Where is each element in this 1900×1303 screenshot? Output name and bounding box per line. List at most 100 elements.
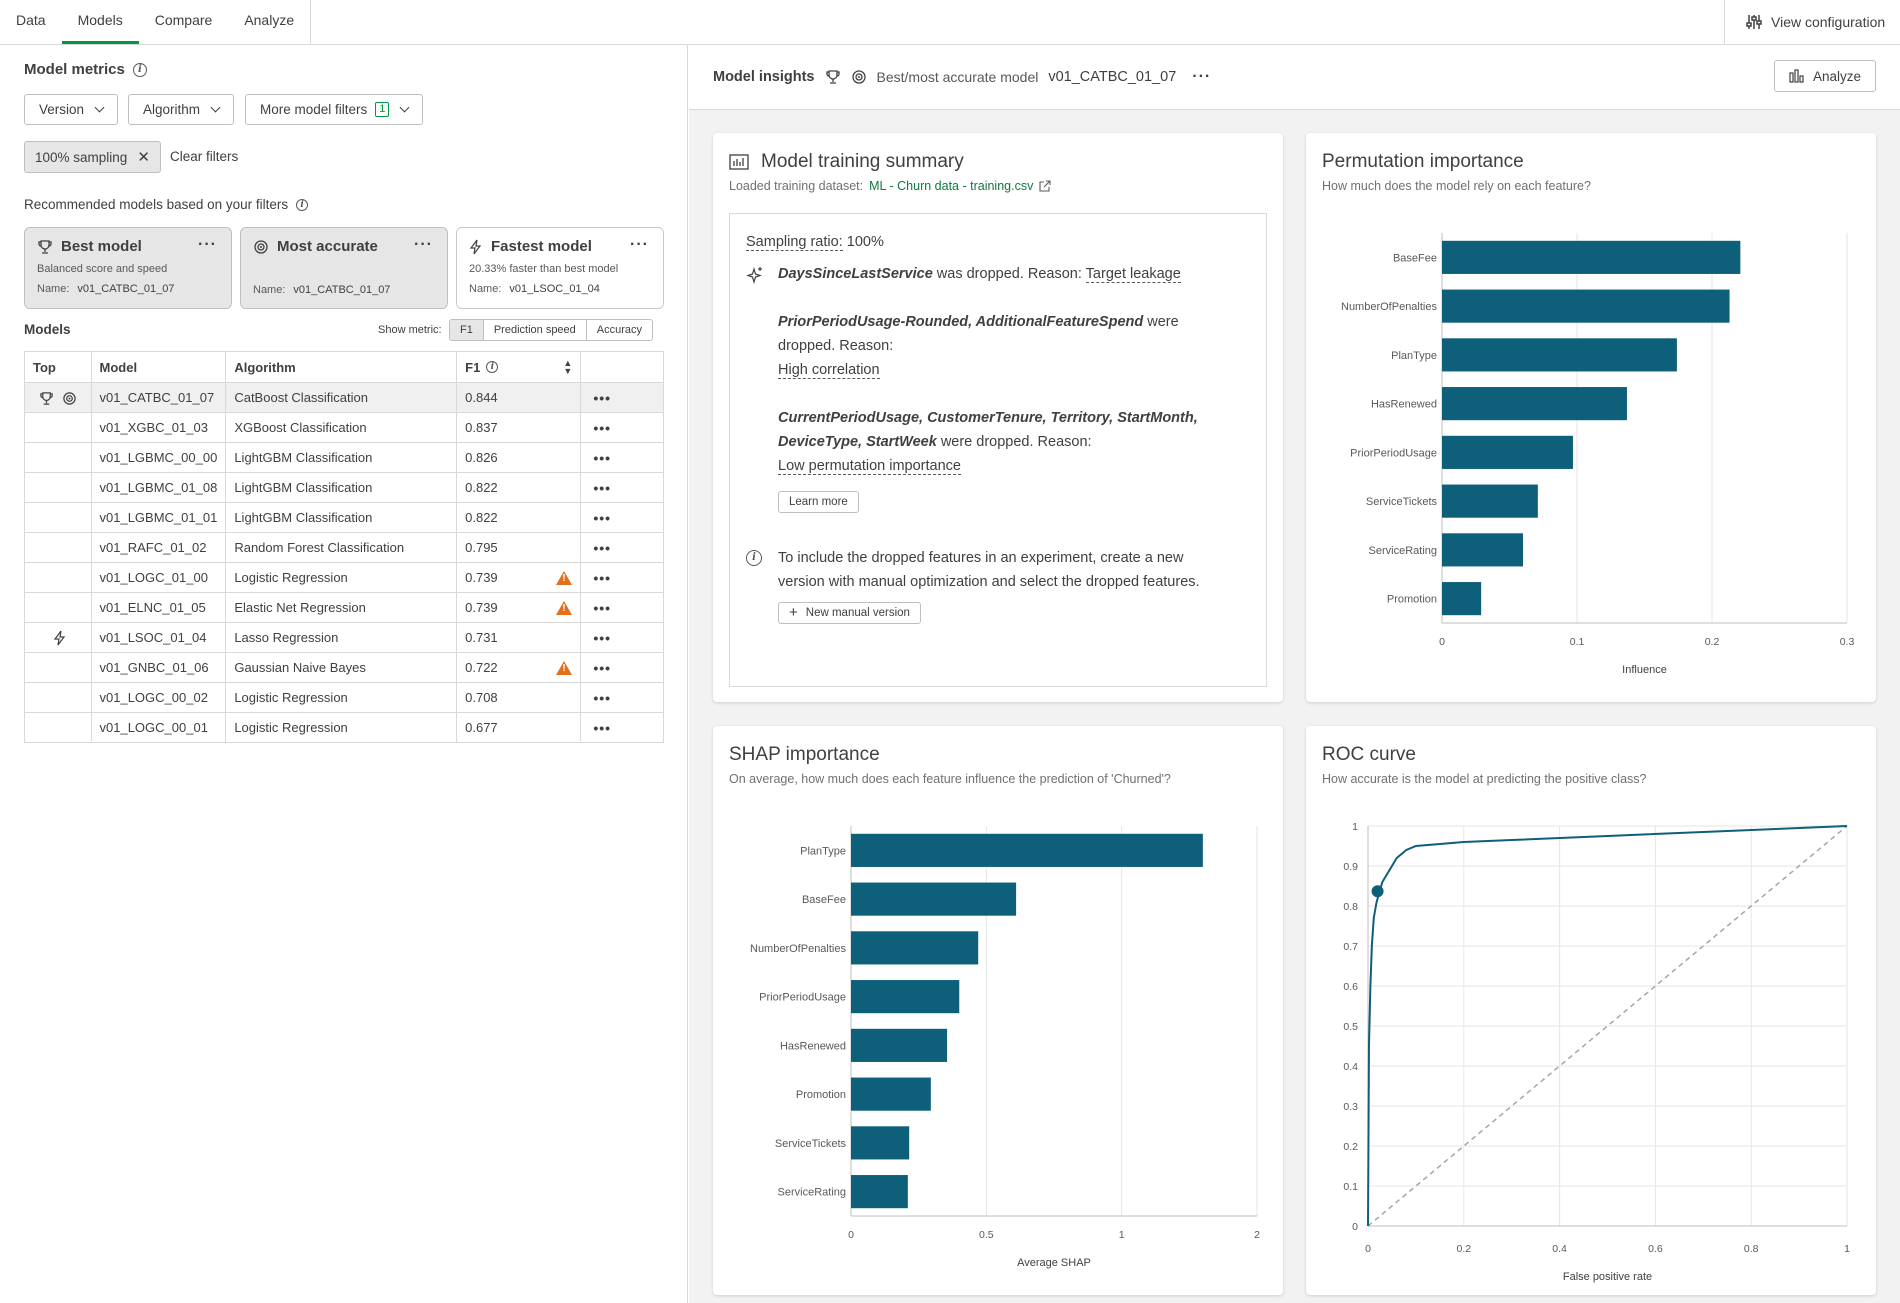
tab-analyze[interactable]: Analyze bbox=[244, 12, 295, 28]
table-row[interactable]: v01_LOGC_00_02 Logistic Regression 0.708 ••… bbox=[24, 682, 664, 713]
more-options-icon[interactable]: ••• bbox=[593, 419, 612, 436]
more-options-icon[interactable]: ••• bbox=[593, 569, 612, 586]
metric-option-f1[interactable]: F1 bbox=[450, 320, 484, 340]
recommended-title: Recommended models based on your filters bbox=[24, 197, 289, 212]
roc-curve-subtitle: How accurate is the model at predicting … bbox=[1322, 772, 1647, 786]
warning-icon[interactable] bbox=[556, 600, 573, 615]
more-options-icon[interactable]: ··· bbox=[630, 236, 649, 253]
more-options-icon[interactable]: ••• bbox=[593, 719, 612, 736]
model-metrics-title: Model metrics bbox=[24, 61, 125, 78]
model-training-summary-panel: Model training summary Loaded training d… bbox=[713, 133, 1283, 702]
f1-cell: 0.826 bbox=[456, 442, 582, 473]
table-row[interactable]: v01_ELNC_01_05 Elastic Net Regression 0.73… bbox=[24, 592, 664, 623]
fastest-model-card[interactable]: Fastest model 20.33% faster than best mo… bbox=[456, 227, 664, 309]
tab-data[interactable]: Data bbox=[16, 12, 46, 28]
most-accurate-title: Most accurate bbox=[277, 238, 378, 255]
lightning-icon bbox=[469, 239, 482, 254]
table-row[interactable]: v01_RAFC_01_02 Random Forest Classificati… bbox=[24, 532, 664, 563]
column-header-algorithm[interactable]: Algorithm bbox=[225, 351, 458, 383]
more-options-icon[interactable]: ••• bbox=[593, 539, 612, 556]
new-manual-version-button[interactable]: + New manual version bbox=[778, 602, 921, 624]
tab-models[interactable]: Models bbox=[61, 0, 139, 44]
more-options-icon[interactable]: ••• bbox=[593, 599, 612, 616]
view-configuration-button[interactable]: View configuration bbox=[1724, 0, 1900, 44]
clear-filters-link[interactable]: Clear filters bbox=[170, 149, 239, 164]
more-model-filters-button[interactable]: More model filters 1 bbox=[245, 94, 424, 125]
f1-cell: 0.722 bbox=[456, 652, 582, 683]
more-options-icon[interactable]: ••• bbox=[593, 689, 612, 706]
category-label: PriorPeriodUsage bbox=[1350, 447, 1437, 459]
close-icon[interactable]: ✕ bbox=[137, 149, 150, 166]
shap-importance-chart: 0 0.5 1 2 PlanType BaseFee NumberOfPenalties Pr… bbox=[750, 826, 1260, 1269]
sampling-ratio-label: Sampling ratio: bbox=[746, 234, 843, 251]
table-row[interactable]: v01_LGBMC_01_01 LightGBM Classification 0.… bbox=[24, 502, 664, 533]
metric-option-prediction-speed[interactable]: Prediction speed bbox=[484, 320, 587, 340]
top-cell bbox=[24, 562, 92, 593]
most-accurate-card[interactable]: Most accurate Name: v01_CATBC_01_07 ··· bbox=[240, 227, 448, 309]
external-link-icon[interactable] bbox=[1039, 180, 1051, 192]
metric-selector: F1 Prediction speed Accuracy bbox=[449, 319, 654, 341]
column-header-model[interactable]: Model bbox=[90, 351, 227, 383]
info-icon[interactable]: i bbox=[486, 361, 499, 373]
f1-value: 0.739 bbox=[465, 600, 498, 615]
more-options-icon[interactable]: ••• bbox=[593, 509, 612, 526]
more-options-icon[interactable]: ••• bbox=[593, 479, 612, 496]
analyze-button[interactable]: Analyze bbox=[1773, 60, 1876, 92]
x-tick-label: 0.4 bbox=[1552, 1243, 1567, 1255]
sampling-filter-chip: 100% sampling ✕ bbox=[24, 141, 161, 173]
analyze-label: Analyze bbox=[1812, 68, 1861, 84]
column-header-actions bbox=[580, 351, 664, 383]
dropped-feature-2-reason[interactable]: High correlation bbox=[778, 362, 880, 379]
version-filter-button[interactable]: Version bbox=[24, 94, 119, 125]
best-model-card[interactable]: Best model Balanced score and speed Name… bbox=[24, 227, 232, 309]
table-row[interactable]: v01_LGBMC_00_00 LightGBM Classification 0.… bbox=[24, 442, 664, 473]
more-options-icon[interactable]: ••• bbox=[593, 629, 612, 646]
info-icon[interactable]: i bbox=[132, 62, 147, 77]
dropped-feature-3-reason[interactable]: Low permutation importance bbox=[778, 458, 961, 475]
dropped-feature-2-text-b: dropped. Reason: bbox=[778, 338, 894, 354]
more-options-icon[interactable]: ••• bbox=[593, 449, 612, 466]
more-options-icon[interactable]: ··· bbox=[198, 236, 217, 253]
shap-importance-title: SHAP importance bbox=[729, 744, 880, 765]
more-options-icon[interactable]: ••• bbox=[593, 659, 612, 676]
bar bbox=[851, 1028, 948, 1062]
table-row[interactable]: v01_LSOC_01_04 Lasso Regression 0.731 ••• bbox=[24, 622, 664, 653]
y-tick-label: 0.3 bbox=[1343, 1101, 1358, 1113]
model-cell: v01_LGBMC_01_08 bbox=[90, 472, 227, 503]
column-header-f1[interactable]: F1 i ▲ ▼ bbox=[456, 351, 582, 383]
dropped-feature-1-reason[interactable]: Target leakage bbox=[1085, 266, 1181, 283]
algorithm-filter-button[interactable]: Algorithm bbox=[128, 94, 235, 125]
metric-option-accuracy[interactable]: Accuracy bbox=[596, 324, 643, 336]
f1-value: 0.822 bbox=[465, 480, 498, 495]
table-row[interactable]: v01_CATBC_01_07 CatBoost Classification 0.… bbox=[24, 382, 664, 413]
table-row[interactable]: v01_LGBMC_01_08 LightGBM Classification 0.… bbox=[24, 472, 664, 503]
more-options-icon[interactable]: ··· bbox=[414, 236, 433, 253]
top-cell bbox=[24, 472, 92, 503]
table-header-row: Top Model Algorithm F1 i ▲ ▼ bbox=[24, 351, 664, 383]
learn-more-button[interactable]: Learn more bbox=[778, 491, 859, 513]
new-manual-version-label: New manual version bbox=[805, 607, 910, 619]
category-label: BaseFee bbox=[802, 894, 846, 906]
sort-icon[interactable]: ▲ ▼ bbox=[563, 358, 573, 376]
more-options-icon[interactable]: ••• bbox=[593, 389, 612, 406]
warning-icon[interactable] bbox=[556, 660, 573, 675]
y-tick-label: 0.1 bbox=[1343, 1181, 1358, 1193]
more-options-icon[interactable]: ··· bbox=[1192, 68, 1212, 85]
row-actions-cell: ••• bbox=[580, 442, 664, 473]
x-tick-label: 0 bbox=[1365, 1243, 1371, 1255]
bar bbox=[1442, 289, 1730, 323]
table-row[interactable]: v01_XGBC_01_03 XGBoost Classification 0.83… bbox=[24, 412, 664, 443]
table-row[interactable]: v01_LOGC_00_01 Logistic Regression 0.677 ••… bbox=[24, 712, 664, 743]
algorithm-cell: LightGBM Classification bbox=[225, 502, 458, 533]
dropped-feature-3-names-b: DeviceType, StartWeek bbox=[778, 434, 937, 450]
algorithm-cell: XGBoost Classification bbox=[225, 412, 458, 443]
main-tabs: Data Models Compare Analyze bbox=[0, 0, 312, 44]
dataset-link[interactable]: ML - Churn data - training.csv bbox=[869, 179, 1034, 193]
info-icon[interactable]: i bbox=[296, 198, 309, 211]
warning-icon[interactable] bbox=[556, 570, 573, 585]
top-cell bbox=[24, 532, 92, 563]
tab-compare[interactable]: Compare bbox=[154, 12, 213, 28]
category-label: Promotion bbox=[1387, 594, 1437, 606]
